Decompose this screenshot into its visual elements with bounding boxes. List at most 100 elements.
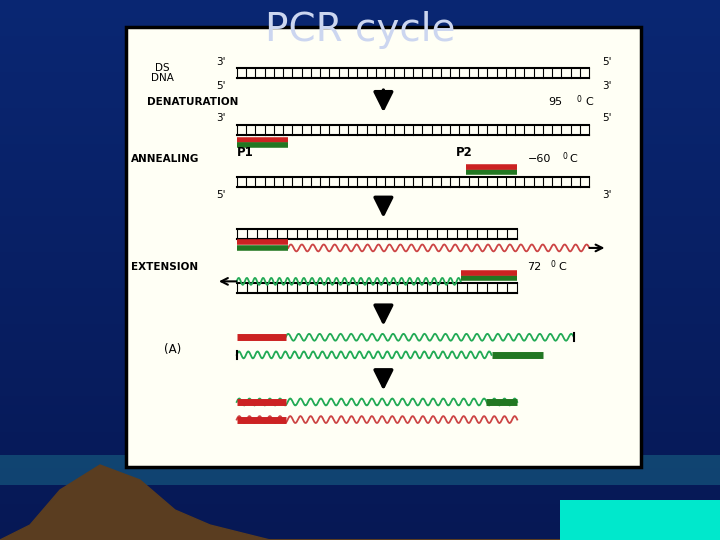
Bar [0, 426, 720, 429]
Bar [0, 96, 720, 99]
Bar [0, 135, 720, 138]
Bar [0, 129, 720, 132]
Bar [0, 414, 720, 417]
Text: 5': 5' [217, 190, 226, 200]
Bar [0, 402, 720, 405]
Bar [0, 399, 720, 402]
Bar [0, 450, 720, 453]
Bar [0, 66, 720, 69]
Bar [0, 123, 720, 126]
Text: C: C [585, 97, 593, 107]
Bar [0, 252, 720, 255]
Bar [0, 531, 720, 534]
Bar [0, 30, 720, 33]
Text: 5': 5' [603, 57, 612, 67]
Text: 5': 5' [217, 81, 226, 91]
Bar [0, 441, 720, 444]
Bar [0, 537, 720, 540]
Bar [0, 294, 720, 297]
Bar [0, 225, 720, 228]
Bar [0, 315, 720, 318]
Bar [0, 381, 720, 384]
Text: ANNEALING: ANNEALING [131, 154, 199, 164]
Bar [0, 18, 720, 21]
Bar [0, 477, 720, 480]
Bar [0, 486, 720, 489]
Bar [0, 105, 720, 108]
Bar [0, 90, 720, 93]
Bar [0, 222, 720, 225]
Bar [0, 321, 720, 324]
Bar [0, 528, 720, 531]
Bar [0, 207, 720, 210]
Bar [0, 435, 720, 438]
Bar [0, 258, 720, 261]
Bar [0, 180, 720, 183]
Text: (A): (A) [163, 343, 181, 356]
Bar [0, 54, 720, 57]
Bar [0, 234, 720, 237]
Bar [0, 84, 720, 87]
Bar [0, 114, 720, 117]
Bar [0, 369, 720, 372]
Bar [0, 63, 720, 66]
Text: 95: 95 [548, 97, 562, 107]
Bar [0, 291, 720, 294]
Bar [0, 324, 720, 327]
Bar [0, 219, 720, 222]
Bar [0, 141, 720, 144]
Bar [0, 60, 720, 63]
Bar [0, 378, 720, 381]
Bar [560, 500, 720, 540]
Bar [0, 282, 720, 285]
Bar [0, 453, 720, 456]
Bar [0, 423, 720, 426]
Bar [0, 279, 720, 282]
Bar [0, 168, 720, 171]
Bar [0, 489, 720, 492]
Bar [0, 162, 720, 165]
Bar [0, 285, 720, 288]
Polygon shape [0, 465, 720, 540]
Text: C: C [570, 154, 577, 164]
Bar [0, 240, 720, 243]
Bar [0, 360, 720, 363]
Bar [0, 195, 720, 198]
Bar [0, 507, 720, 510]
Text: DNA: DNA [150, 73, 174, 83]
Bar [0, 69, 720, 72]
Bar [0, 237, 720, 240]
Bar [0, 27, 720, 30]
Text: 3': 3' [217, 113, 226, 124]
Bar [0, 345, 720, 348]
Bar [0, 102, 720, 105]
Bar [0, 111, 720, 114]
Bar [0, 273, 720, 276]
Bar [0, 342, 720, 345]
Bar [0, 366, 720, 369]
Bar [0, 12, 720, 15]
Bar [0, 411, 720, 414]
Bar [0, 216, 720, 219]
Text: −60: −60 [528, 154, 551, 164]
Bar [0, 51, 720, 54]
Bar [0, 357, 720, 360]
Bar [0, 87, 720, 90]
Bar [0, 9, 720, 12]
Bar [0, 471, 720, 474]
Bar [0, 72, 720, 75]
Bar [0, 303, 720, 306]
Bar [0, 204, 720, 207]
Bar [0, 468, 720, 471]
Bar [0, 228, 720, 231]
Bar [0, 189, 720, 192]
Bar [0, 447, 720, 450]
Bar [0, 24, 720, 27]
Text: 3': 3' [603, 190, 612, 200]
Bar [0, 480, 720, 483]
Bar [0, 327, 720, 330]
Bar [0, 387, 720, 390]
Text: 3': 3' [217, 57, 226, 67]
Bar [0, 261, 720, 264]
Bar [0, 210, 720, 213]
